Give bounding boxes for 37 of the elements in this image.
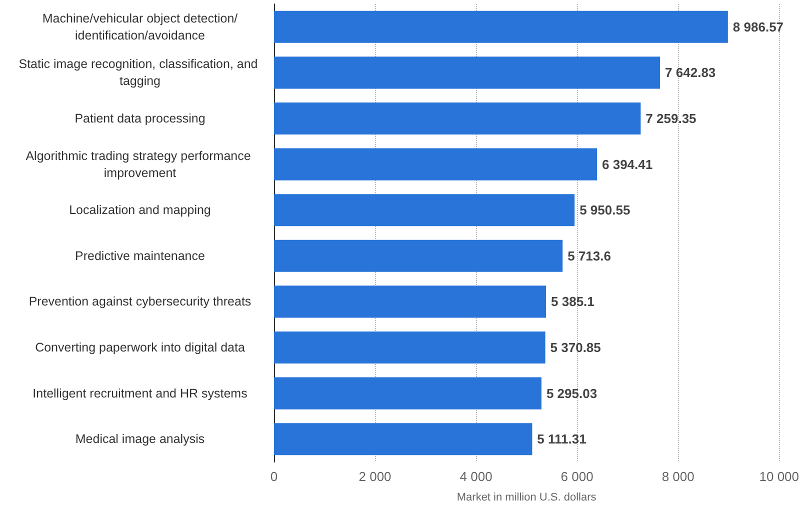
x-tick-label: 4 000: [460, 469, 492, 484]
bar: [274, 148, 597, 180]
data-label: 5 370.85: [550, 340, 601, 355]
data-label: 5 111.31: [537, 432, 586, 447]
x-tick-label: 10 000: [759, 469, 799, 484]
data-label: 5 295.03: [546, 386, 598, 401]
x-tick-label: 0: [270, 469, 278, 484]
bar: [274, 286, 546, 318]
data-label: 5 385.1: [551, 294, 594, 310]
bar: [274, 240, 563, 272]
y-tick-label: Prevention against cybersecurity threats: [28, 294, 252, 309]
x-axis-title: Market in million U.S. dollars: [456, 492, 597, 504]
data-label: 5 950.55: [580, 202, 630, 218]
bar: [274, 10, 728, 43]
data-label: 6 394.41: [602, 156, 653, 172]
data-label: 7 642.83: [665, 65, 716, 80]
y-tick-label: Medical image analysis: [75, 432, 205, 446]
data-label: 5 713.6: [568, 248, 611, 264]
data-label: 7 259.35: [646, 111, 696, 126]
bar: [274, 102, 641, 135]
bar: [274, 423, 532, 456]
bar: [274, 194, 575, 226]
y-tick-label: Converting paperwork into digital data: [35, 340, 245, 354]
y-tick-label: Predictive maintenance: [75, 248, 206, 263]
bar: [274, 331, 546, 364]
x-tick-label: 6 000: [560, 469, 594, 484]
y-tick-label: Localization and mapping: [69, 203, 211, 218]
x-tick-label: 8 000: [662, 469, 694, 484]
bar: [274, 377, 542, 410]
data-label: 8 986.57: [732, 19, 784, 34]
x-tick-label: 2 000: [358, 469, 392, 484]
bar: [274, 56, 660, 89]
y-tick-label: Machine/vehicular object detection/identification/avoidance: [42, 11, 238, 42]
y-tick-label: Intelligent recruitment and HR systems: [32, 386, 248, 400]
y-tick-label: Algorithmic trading strategy performance improvement: [26, 148, 254, 180]
y-tick-label: Static image recognition, classification, and tagging: [18, 57, 262, 88]
y-tick-label: Patient data processing: [74, 112, 206, 126]
